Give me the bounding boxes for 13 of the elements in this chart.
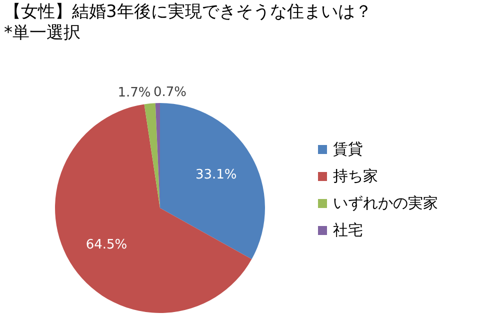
legend-label: いずれかの実家 — [333, 194, 438, 213]
data-label: 64.5% — [86, 238, 128, 253]
legend-label: 社宅 — [333, 221, 363, 240]
data-label: 1.7% — [118, 86, 151, 101]
chart-title: 【女性】結婚3年後に実現できそうな住まいは？ — [4, 2, 372, 23]
data-label: 0.7% — [153, 85, 186, 100]
pie-slice — [55, 104, 252, 313]
pie-slice — [144, 103, 160, 208]
chart-subtitle: *単一選択 — [4, 23, 82, 44]
data-label: 33.1% — [195, 168, 237, 183]
legend-label: 持ち家 — [333, 167, 378, 186]
legend-label: 賃貸 — [333, 140, 363, 159]
pie-slice — [160, 103, 265, 260]
